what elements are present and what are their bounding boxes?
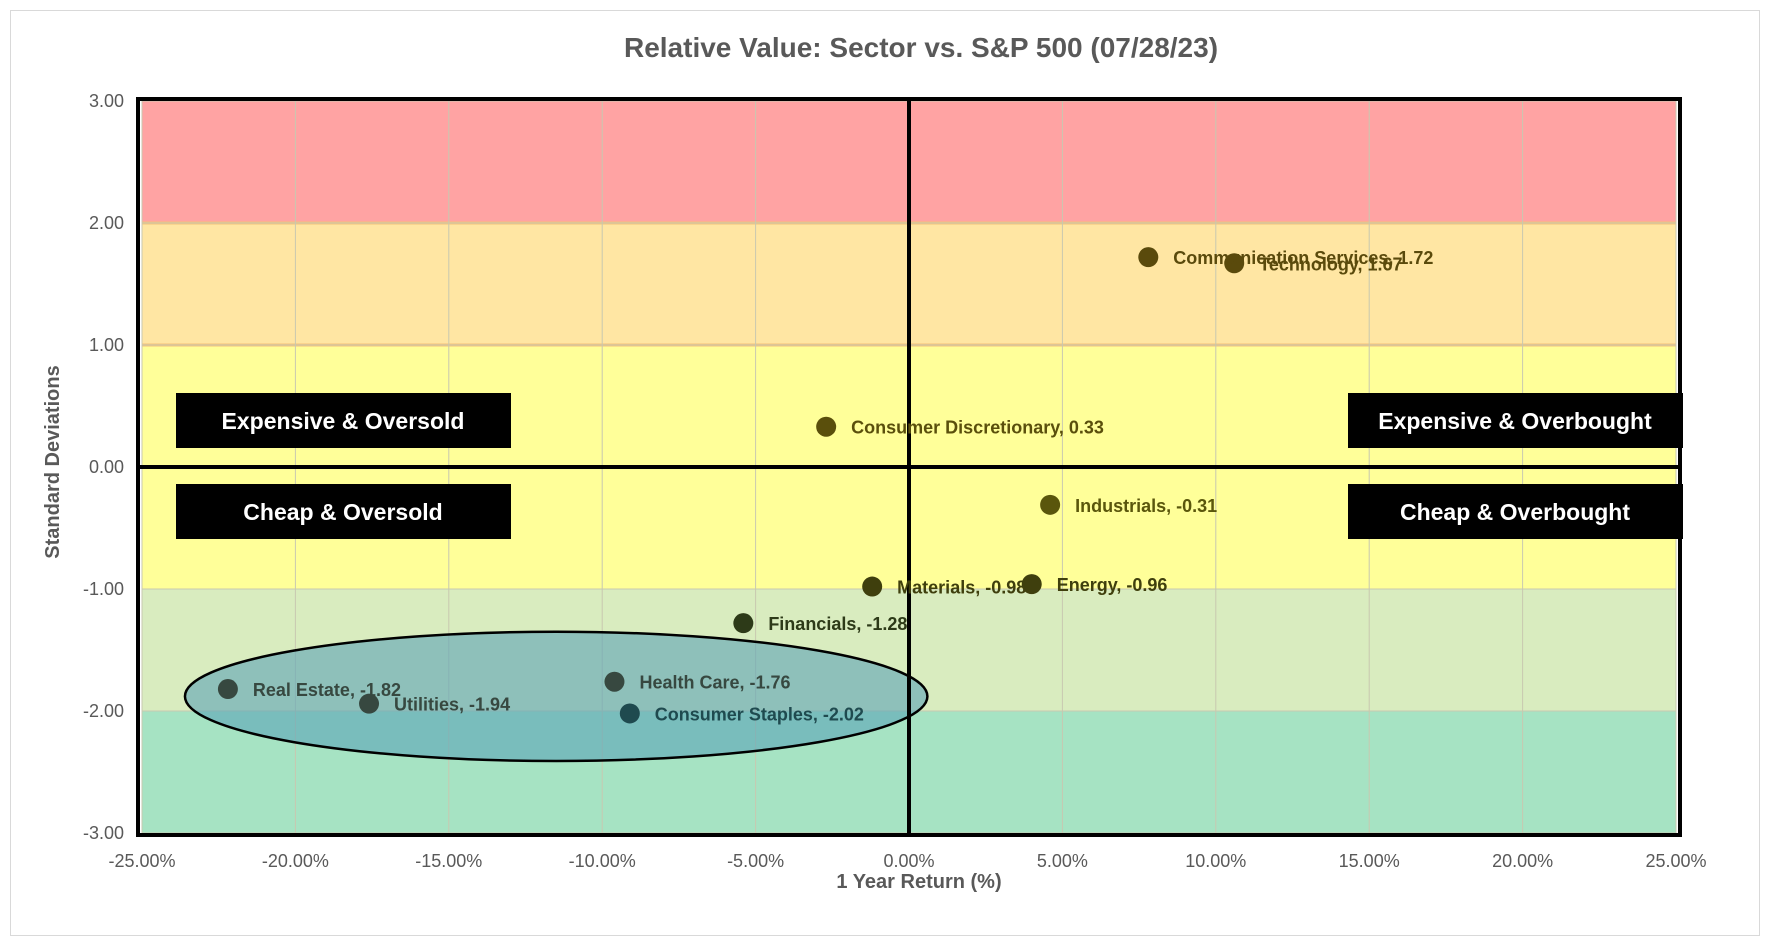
x-tick-label: -10.00%: [569, 851, 636, 871]
point-labels: Communication Services, 1.72Technology, …: [253, 248, 1434, 724]
point-label-10: Consumer Staples, -2.02: [655, 704, 864, 724]
x-tick-label: -20.00%: [262, 851, 329, 871]
y-tick-label: 2.00: [89, 213, 124, 233]
x-tick-label: 0.00%: [883, 851, 934, 871]
y-tick-label: -3.00: [83, 823, 124, 843]
tick-labels: -25.00% -20.00% -15.00% -10.00% -5.00% 0.00% 5…: [83, 91, 1707, 871]
point-label-0: Communication Services, 1.72: [1173, 248, 1433, 268]
highlight-ellipse: [183, 630, 929, 763]
quadrant-box-bottom-right: [1348, 484, 1683, 539]
x-tick-label: 25.00%: [1645, 851, 1706, 871]
quadrant-box-top-left: [176, 393, 511, 448]
quadrant-label-bottom-left: Cheap & Oversold: [243, 499, 442, 525]
y-axis-title: Standard Deviations: [42, 365, 64, 558]
x-axis-title: 1 Year Return (%): [836, 871, 1001, 893]
chart-title: Relative Value: Sector vs. S&P 500 (07/2…: [624, 32, 1218, 63]
data-point-5: [862, 576, 883, 597]
quadrant-box-bottom-left: [176, 484, 511, 539]
data-point-8: [359, 693, 380, 714]
scatter-chart: Communication Services, 1.72Technology, …: [42, 32, 1707, 893]
quadrant-labels: Expensive & Oversold Expensive & Overboug…: [176, 393, 1683, 539]
plot-frame: [136, 97, 1682, 837]
y-tick-label: 1.00: [89, 335, 124, 355]
quadrant-label-bottom-right: Cheap & Overbought: [1400, 499, 1630, 525]
quadrant-box-top-right: [1348, 393, 1683, 448]
x-tick-label: 20.00%: [1492, 851, 1553, 871]
data-point-10: [619, 703, 640, 724]
x-tick-label: 15.00%: [1339, 851, 1400, 871]
data-point-6: [733, 613, 754, 634]
point-label-4: Energy, -0.96: [1057, 575, 1168, 595]
x-tick-label: -5.00%: [727, 851, 784, 871]
quadrant-label-top-right: Expensive & Overbought: [1378, 408, 1652, 434]
point-label-3: Industrials, -0.31: [1075, 496, 1217, 516]
y-tick-label: -1.00: [83, 579, 124, 599]
point-label-6: Financials, -1.28: [768, 614, 907, 634]
point-label-8: Utilities, -1.94: [394, 695, 510, 715]
chart-container: Communication Services, 1.72 Technology, …: [10, 10, 1760, 936]
point-label-1: Technology, 1.67: [1259, 254, 1402, 274]
data-point-9: [604, 671, 625, 692]
data-point-2: [816, 416, 837, 437]
point-label-9: Health Care, -1.76: [639, 673, 790, 693]
data-points: [217, 247, 1245, 724]
data-point-1: [1224, 253, 1245, 274]
x-tick-label: -25.00%: [108, 851, 175, 871]
x-tick-label: 5.00%: [1037, 851, 1088, 871]
highlight-ellipse-group: [183, 630, 929, 763]
data-point-0: [1138, 247, 1159, 268]
point-label-5: Materials, -0.98: [897, 578, 1026, 598]
x-tick-label: 10.00%: [1185, 851, 1246, 871]
data-point-4: [1021, 574, 1042, 595]
point-label-2: Consumer Discretionary, 0.33: [851, 418, 1104, 438]
data-point-7: [217, 679, 238, 700]
y-tick-label: -2.00: [83, 701, 124, 721]
y-tick-label: 3.00: [89, 91, 124, 111]
point-label-7: Real Estate, -1.82: [253, 680, 401, 700]
quadrant-label-top-left: Expensive & Oversold: [222, 408, 465, 434]
x-tick-label: -15.00%: [415, 851, 482, 871]
y-tick-label: 0.00: [89, 457, 124, 477]
data-point-3: [1040, 494, 1061, 515]
